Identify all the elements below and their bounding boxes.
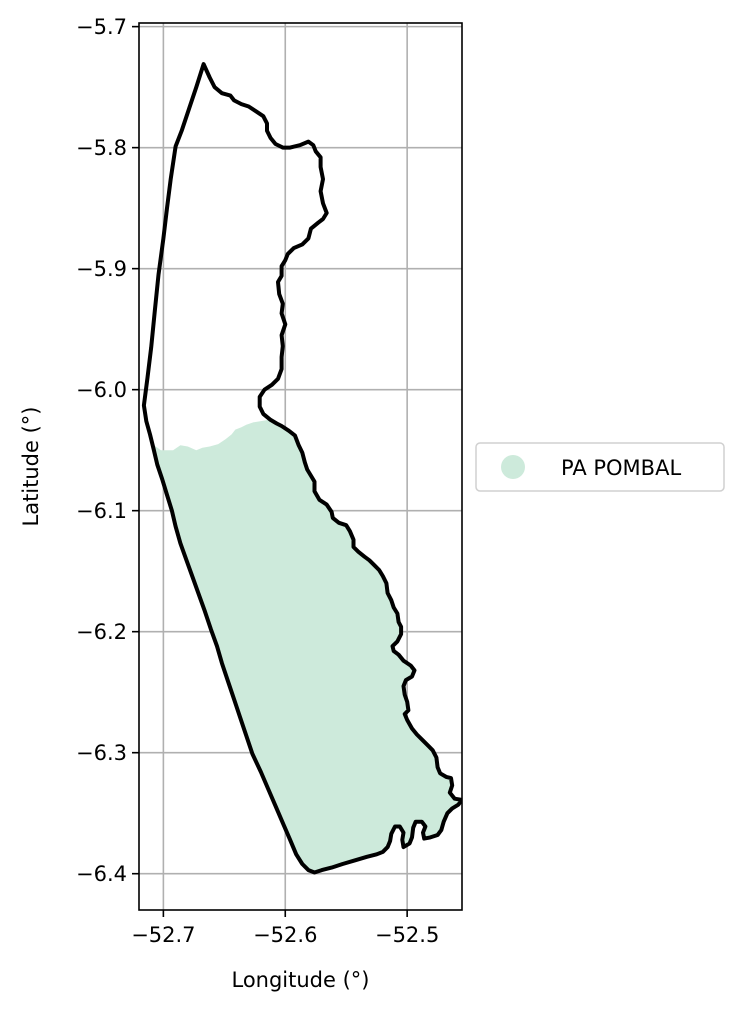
axes-frame: [138, 22, 463, 911]
legend-marker: [501, 455, 525, 479]
x-tick-label-0: −52.7: [131, 923, 195, 947]
y-tick-label-7: −6.4: [76, 862, 127, 886]
plot-area: [139, 23, 462, 910]
y-tick-label-4: −6.1: [76, 499, 127, 523]
y-tick-label-3: −6.0: [76, 378, 127, 402]
municipality-boundary: [141, 62, 462, 875]
x-tick-label-1: −52.6: [253, 923, 317, 947]
x-tick-label-2: −52.5: [375, 923, 439, 947]
y-tick-label-5: −6.2: [76, 620, 127, 644]
y-tick-label-0: −5.7: [76, 15, 127, 39]
area-pa-pombal: [152, 419, 462, 873]
legend-frame: [475, 442, 725, 492]
axes: −52.7 −52.6 −52.5 −5.7 −5.8 −5.9 −6.0 −6.1 −6.2 −…: [76, 15, 463, 947]
y-axis-title: Latitude (°): [19, 407, 43, 527]
y-tick-label-6: −6.3: [76, 741, 127, 765]
y-tick-label-2: −5.9: [76, 257, 127, 281]
legend: PA POMBAL: [475, 442, 725, 492]
y-tick-label-1: −5.8: [76, 136, 127, 160]
legend-label: PA POMBAL: [561, 456, 681, 480]
x-axis-title: Longitude (°): [231, 968, 369, 992]
